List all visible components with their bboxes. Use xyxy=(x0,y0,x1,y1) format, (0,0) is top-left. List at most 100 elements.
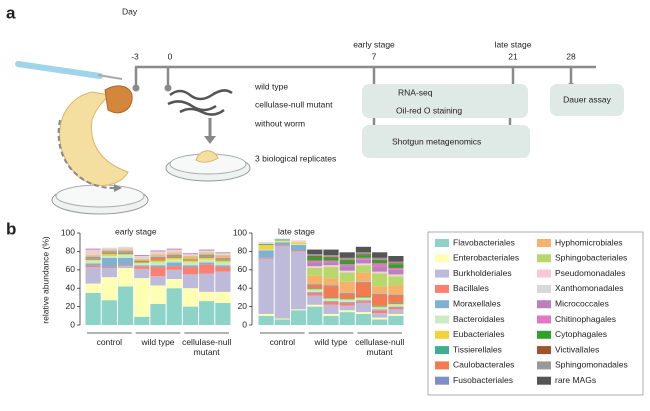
bar-segment xyxy=(150,254,166,256)
bar-segment xyxy=(134,268,150,279)
legend-swatch xyxy=(537,269,551,278)
legend-swatch xyxy=(435,239,449,247)
bar-segment xyxy=(258,258,274,314)
bar-segment xyxy=(388,313,404,316)
bar-segment xyxy=(339,292,355,294)
bar-segment xyxy=(388,309,404,314)
legend-label: Moraxellales xyxy=(453,298,501,308)
bar-segment xyxy=(307,256,323,261)
bar-segment xyxy=(274,245,290,319)
bar-segment xyxy=(134,260,150,262)
bar-segment xyxy=(117,257,134,266)
group-label-text: wild type xyxy=(314,337,348,347)
bar-segment xyxy=(199,253,215,256)
bar-segment xyxy=(372,272,388,274)
legend-label: Pseudomonadales xyxy=(555,268,625,278)
bar-segment xyxy=(182,254,199,256)
y-tick-label: 60 xyxy=(238,264,248,274)
bar-segment xyxy=(150,262,166,266)
bar-segment xyxy=(134,316,150,325)
bar-segment xyxy=(215,267,231,272)
bar-segment xyxy=(182,260,199,263)
bar-segment xyxy=(323,298,339,300)
bar-segment xyxy=(372,286,388,294)
assay-box xyxy=(362,125,530,158)
bar-segment xyxy=(258,313,274,316)
bar-segment xyxy=(85,283,101,293)
bar-segment xyxy=(323,267,339,279)
bar-segment xyxy=(290,240,307,242)
bar-segment xyxy=(101,248,117,250)
bar-segment xyxy=(339,260,355,265)
bar-segment xyxy=(150,257,166,260)
bar-segment xyxy=(307,295,323,305)
bar-segment xyxy=(166,252,182,254)
bar-segment xyxy=(307,275,323,285)
bar-segment xyxy=(339,302,355,306)
bar-segment xyxy=(182,267,199,275)
bar-segment xyxy=(290,244,307,245)
bar-segment xyxy=(339,299,355,301)
legend-label: Cytophagales xyxy=(555,329,607,339)
bar-segment xyxy=(150,252,166,255)
bar-segment xyxy=(307,290,323,292)
bar-segment xyxy=(199,256,215,258)
bar-segment xyxy=(372,310,388,314)
group-label: wild type xyxy=(314,337,348,347)
bar-segment xyxy=(101,253,117,255)
bar-segment xyxy=(290,310,307,325)
bar-segment xyxy=(339,270,355,272)
bar-segment xyxy=(85,259,101,261)
day-tick: 28 xyxy=(566,51,576,61)
bar-segment xyxy=(372,293,388,295)
bar-segment xyxy=(150,265,166,268)
bar-segment xyxy=(199,259,215,263)
bar-segment xyxy=(355,296,372,298)
y-tick-label: 20 xyxy=(238,301,248,311)
bar-segment xyxy=(182,288,199,307)
legend-swatch xyxy=(537,254,551,263)
bar-segment xyxy=(388,269,404,275)
bar-segment xyxy=(199,250,215,252)
bar-segment xyxy=(339,271,355,273)
legend-swatch xyxy=(435,376,449,385)
legend-swatch xyxy=(537,284,551,293)
bar-segment xyxy=(182,262,199,266)
bar-segment xyxy=(215,262,231,266)
bar-segment xyxy=(339,305,355,311)
bar-segment xyxy=(355,259,372,264)
bar-segment xyxy=(199,273,215,292)
bar-segment xyxy=(388,267,404,270)
group-label-text: cellulase-null mutant xyxy=(355,337,405,357)
bar-segment xyxy=(117,267,134,287)
y-tick-label: 0 xyxy=(70,319,75,329)
bar-segment xyxy=(182,256,199,259)
bar-segment xyxy=(215,302,231,325)
bar-segment xyxy=(150,259,166,261)
bar-segment xyxy=(101,251,117,253)
bar-segment xyxy=(150,303,166,325)
bar-segment xyxy=(215,291,231,303)
condition-label: wild type xyxy=(254,81,288,91)
y-tick-label: 100 xyxy=(61,227,75,237)
bar-segment xyxy=(215,259,231,261)
bar-segment xyxy=(339,252,355,258)
bar-segment xyxy=(166,256,182,257)
bar-segment xyxy=(117,247,134,250)
bar-segment xyxy=(150,255,166,257)
bar-segment xyxy=(323,297,339,299)
legend-swatch xyxy=(435,284,449,293)
legend-swatch xyxy=(435,361,449,370)
bar-segment xyxy=(258,250,274,258)
bar-segment xyxy=(101,300,117,325)
bar-segment xyxy=(307,291,323,293)
legend-swatch xyxy=(537,346,551,355)
bar-segment xyxy=(372,273,388,287)
bar-segment xyxy=(182,259,199,261)
bar-segment xyxy=(166,249,182,251)
y-axis-label: relative abundance (%) xyxy=(40,236,50,324)
bar-segment xyxy=(166,255,182,256)
condition-label: cellulase-null mutant xyxy=(255,99,333,109)
legend-label: Xanthomonadales xyxy=(555,283,624,293)
bar-segment xyxy=(388,285,404,295)
